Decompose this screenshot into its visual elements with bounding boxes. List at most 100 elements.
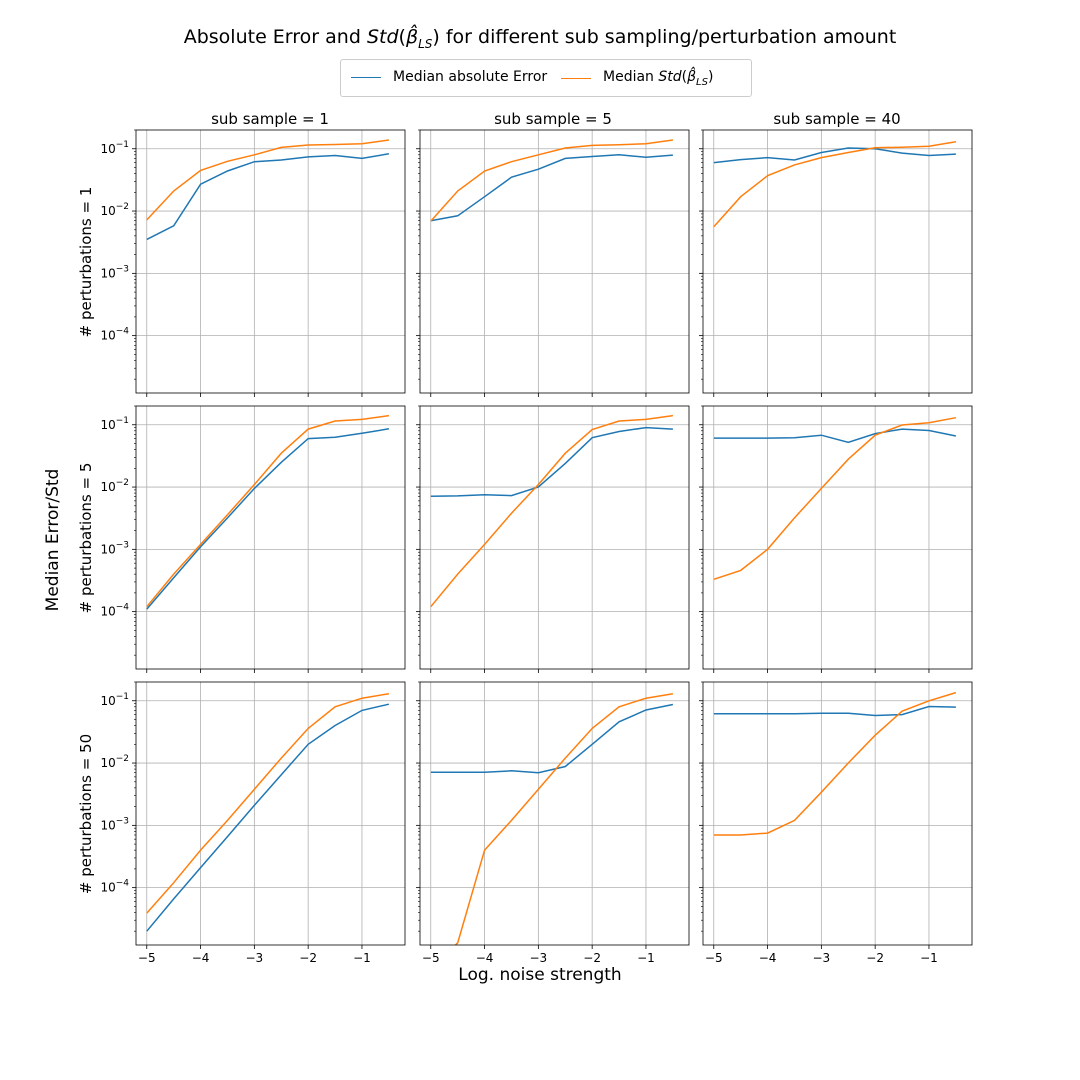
y-tick-label-base: 10	[100, 204, 115, 218]
panel-frame	[419, 129, 690, 394]
legend-item-std: Median Std(β̂LS)	[561, 69, 713, 88]
series-line-error	[430, 426, 673, 498]
series-line-std	[713, 140, 957, 228]
y-tick-label-base: 10	[100, 818, 115, 832]
series-line-std	[454, 692, 674, 945]
legend-item-error: Median absolute Error	[351, 69, 547, 85]
panel-frame	[135, 681, 406, 946]
x-tick-label: −3	[813, 951, 831, 965]
figure-x-axis-label: Log. noise strength	[458, 965, 622, 985]
panel-frame	[419, 681, 690, 946]
y-tick-label-exp: −4	[116, 879, 130, 889]
y-tick-label-base: 10	[100, 142, 115, 156]
y-tick-label: 10−1	[100, 692, 129, 708]
y-tick-label: 10−4	[100, 327, 129, 343]
x-tick-label: −4	[192, 951, 210, 965]
series-line-std	[713, 691, 957, 836]
legend-label-error: Median absolute Error	[393, 69, 548, 85]
x-tick-label: −1	[637, 951, 655, 965]
panel-frame	[702, 681, 973, 946]
y-tick-label-exp: −2	[116, 202, 129, 212]
x-tick-label: −5	[422, 951, 440, 965]
y-tick-label: 10−3	[100, 540, 129, 556]
panel-r1-c1: 10−410−310−210−1	[100, 129, 406, 397]
y-tick-label: 10−1	[100, 416, 129, 432]
series-line-error	[713, 147, 956, 164]
x-tick-label: −3	[246, 951, 264, 965]
y-tick-label-exp: −1	[116, 416, 129, 426]
y-tick-label: 10−4	[100, 603, 129, 619]
y-tick-label-exp: −3	[116, 264, 129, 274]
y-tick-label: 10−2	[100, 202, 129, 218]
series-line-std	[146, 139, 390, 221]
panel-frame	[135, 129, 406, 394]
column-title-1: sub sample = 1	[211, 110, 329, 128]
panel-r3-c1: 10−410−310−210−1−5 −4 −3 −2 −1	[100, 681, 406, 965]
series-line-std	[430, 139, 674, 222]
y-tick-label-base: 10	[100, 418, 115, 432]
legend-label-std: Median Std(β̂LS)	[603, 69, 714, 88]
series-line-std	[146, 414, 390, 608]
series-line-std	[146, 692, 390, 914]
legend: Median absolute Error Median Std(β̂LS)	[340, 59, 752, 97]
legend-swatch-std	[561, 77, 591, 79]
y-tick-label-base: 10	[100, 329, 115, 343]
panel-frame	[135, 405, 406, 670]
panel-r3-c2: −5 −4 −3 −2 −1	[416, 681, 690, 965]
column-title-2: sub sample = 5	[494, 110, 612, 128]
y-tick-label-exp: −3	[116, 816, 129, 826]
x-tick-label: −4	[476, 951, 494, 965]
series-line-error	[146, 153, 390, 241]
series-line-error	[430, 154, 673, 222]
figure-title: Absolute Error and Std(β̂LS) for differe…	[183, 26, 897, 51]
y-tick-label: 10−1	[100, 140, 129, 156]
x-tick-label: −1	[353, 951, 371, 965]
series-line-error	[146, 428, 390, 610]
series-line-error	[430, 703, 674, 774]
series-line-error	[713, 705, 956, 717]
panel-r1-c2	[416, 129, 690, 397]
series-line-error	[146, 703, 390, 932]
y-tick-label-exp: −4	[116, 603, 130, 613]
y-tick-label: 10−3	[100, 264, 129, 280]
x-tick-label: −2	[299, 951, 317, 965]
x-tick-label: −1	[920, 951, 938, 965]
y-tick-label-exp: −1	[116, 140, 129, 150]
y-tick-label: 10−2	[100, 754, 129, 770]
y-tick-label-exp: −2	[116, 478, 129, 488]
panel-r1-c3	[699, 129, 973, 397]
x-tick-label: −3	[530, 951, 548, 965]
panel-frame	[702, 405, 973, 670]
panel-frame	[419, 405, 690, 670]
panel-r2-c2	[416, 405, 690, 673]
x-tick-label: −5	[138, 951, 156, 965]
x-tick-label: −2	[583, 951, 601, 965]
y-tick-label-base: 10	[100, 542, 115, 556]
y-tick-label-base: 10	[100, 480, 115, 494]
y-tick-label-base: 10	[100, 266, 115, 280]
x-tick-label: −5	[705, 951, 723, 965]
y-tick-label-exp: −1	[116, 692, 129, 702]
panel-r2-c1: 10−410−310−210−1	[100, 405, 406, 673]
series-line-std	[713, 416, 957, 581]
y-tick-label-exp: −3	[116, 540, 129, 550]
x-tick-label: −2	[866, 951, 884, 965]
panel-r2-c3	[699, 405, 973, 673]
y-tick-label-base: 10	[100, 605, 115, 619]
y-tick-label: 10−2	[100, 478, 129, 494]
y-tick-label-base: 10	[100, 881, 115, 895]
panel-frame	[702, 129, 973, 394]
series-line-std	[430, 414, 674, 608]
column-title-3: sub sample = 40	[773, 110, 901, 128]
series-line-error	[713, 428, 957, 444]
x-tick-label: −4	[759, 951, 777, 965]
y-tick-label: 10−4	[100, 879, 129, 895]
y-tick-label-exp: −2	[116, 754, 129, 764]
y-tick-label-base: 10	[100, 756, 115, 770]
legend-swatch-error	[351, 76, 381, 78]
y-tick-label: 10−3	[100, 816, 129, 832]
panel-r3-c3: −5 −4 −3 −2 −1	[699, 681, 973, 965]
y-tick-label-base: 10	[100, 694, 115, 708]
y-tick-label-exp: −4	[116, 327, 130, 337]
